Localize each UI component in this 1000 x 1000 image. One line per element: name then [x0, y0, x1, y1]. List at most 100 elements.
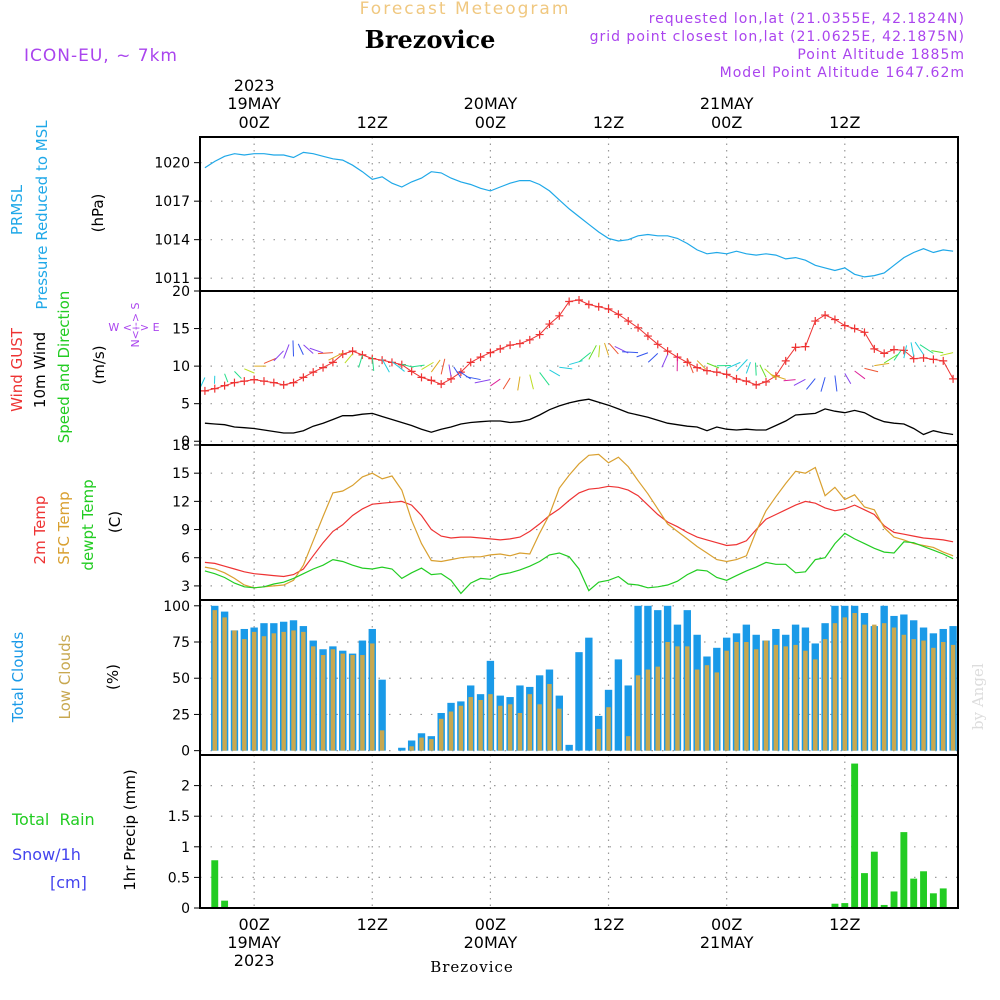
y-tick-label: 0: [181, 901, 190, 917]
wind-direction-arrow: [559, 366, 573, 370]
rain-bar: [841, 903, 849, 908]
low-cloud-bar: [773, 644, 779, 751]
low-cloud-bar: [419, 737, 424, 751]
gust-marker: [525, 335, 534, 344]
gust-marker: [417, 373, 426, 382]
wind-direction-arrow: [283, 344, 290, 359]
wind-direction-arrow: [358, 355, 363, 368]
rain-bar: [900, 832, 908, 908]
wind-direction-arrow: [440, 358, 446, 375]
bottom-year-label: 2023: [234, 951, 275, 970]
total-cloud-bar: [624, 685, 632, 751]
gust-marker: [555, 311, 564, 320]
bottom-hour-label: 12Z: [357, 915, 388, 934]
gust-marker: [722, 370, 731, 379]
y-tick-label: 25: [172, 707, 190, 723]
gust-marker: [634, 323, 643, 332]
gust-marker: [240, 377, 249, 386]
low-cloud-bar: [222, 617, 227, 751]
wind-direction-arrow: [309, 347, 324, 354]
total-cloud-bar: [585, 637, 593, 751]
low-cloud-bar: [458, 705, 464, 751]
temp-dew-line: [204, 532, 954, 595]
low-cloud-bar: [478, 699, 483, 751]
top-hour-label: 00Z: [238, 113, 269, 132]
gust-marker: [269, 378, 278, 387]
wind-direction-arrow: [474, 379, 491, 384]
rain-bar: [910, 878, 918, 908]
temp-sfc-label: SFC Temp: [55, 491, 73, 564]
low-cloud-bar: [488, 694, 493, 751]
low-cloud-bar: [498, 705, 503, 751]
wind-direction-arrow: [448, 364, 452, 377]
bottom-hour-label: 00Z: [475, 915, 506, 934]
gust-marker: [259, 377, 268, 386]
gust-marker: [348, 347, 357, 356]
gust-marker: [890, 345, 899, 354]
wind-direction-arrow: [686, 358, 694, 374]
y-tick-label: 1: [181, 840, 190, 856]
wind-direction-arrow: [931, 350, 944, 354]
wind-speed-label: Speed and Direction: [55, 291, 73, 444]
gust-marker: [506, 341, 515, 350]
wind-direction-arrow: [273, 350, 284, 362]
gust-marker: [476, 353, 485, 362]
wind-direction-arrow: [421, 361, 434, 371]
wind-direction-arrow: [764, 368, 777, 379]
rain-bar: [861, 873, 868, 908]
wind-direction-arrow: [874, 362, 890, 367]
rain-bar: [880, 904, 888, 908]
rain-label: Total Rain: [11, 810, 95, 829]
rain-bar: [851, 763, 859, 908]
low-cloud-bar: [626, 736, 631, 751]
top-hour-label: 12Z: [357, 113, 388, 132]
gust-marker: [358, 350, 367, 359]
gust-marker: [220, 381, 229, 390]
y-tick-label: 1014: [154, 233, 190, 249]
low-cloud-bar: [832, 623, 838, 751]
wind-direction-arrow: [411, 364, 425, 368]
gust-marker: [515, 339, 524, 348]
temp-dew-label: dewpt Temp: [79, 479, 97, 570]
low-cloud-bar: [842, 617, 848, 751]
clouds-panel: 0 25 50 75 100: [163, 599, 959, 760]
wind-direction-arrow: [317, 352, 333, 355]
wind-direction-arrow: [430, 359, 441, 373]
gust-marker: [919, 353, 928, 362]
total-cloud-bar: [614, 659, 623, 751]
gust-marker: [486, 348, 495, 357]
low-cloud-bar: [409, 746, 414, 751]
wind-direction-arrow: [391, 361, 405, 372]
gust-marker: [830, 315, 839, 324]
wind-direction-arrow: [770, 373, 786, 380]
gust-marker: [604, 305, 613, 314]
wind-direction-arrow: [224, 373, 229, 383]
pressure-labels: PRMSL Pressure Reduced to MSL (hPa): [8, 120, 107, 310]
low-cloud-bar: [822, 639, 828, 751]
total-clouds-label: Total Clouds: [9, 632, 27, 724]
wind-direction-arrow: [381, 358, 390, 373]
gust-marker: [250, 375, 259, 384]
low-cloud-bar: [793, 644, 798, 751]
gust-marker: [791, 343, 800, 352]
gust-marker: [949, 374, 958, 383]
wind-direction-arrow: [539, 372, 550, 386]
gust-marker: [200, 386, 209, 395]
wind-direction-arrow: [736, 359, 748, 372]
gust-line: [204, 299, 954, 392]
low-cloud-bar: [232, 630, 237, 751]
gust-marker: [387, 358, 396, 367]
gust-marker: [575, 296, 583, 305]
gust-marker: [939, 356, 948, 365]
temp-2m-label: 2m Temp: [31, 496, 49, 565]
low-cloud-bar: [911, 639, 916, 751]
watermark: by Angel: [969, 663, 987, 730]
snow-label: Snow/1h: [12, 845, 81, 864]
gust-marker: [614, 310, 623, 319]
low-cloud-bar: [763, 640, 769, 751]
pressure-label-msl: Pressure Reduced to MSL: [33, 120, 51, 310]
total-cloud-bar: [565, 744, 573, 751]
